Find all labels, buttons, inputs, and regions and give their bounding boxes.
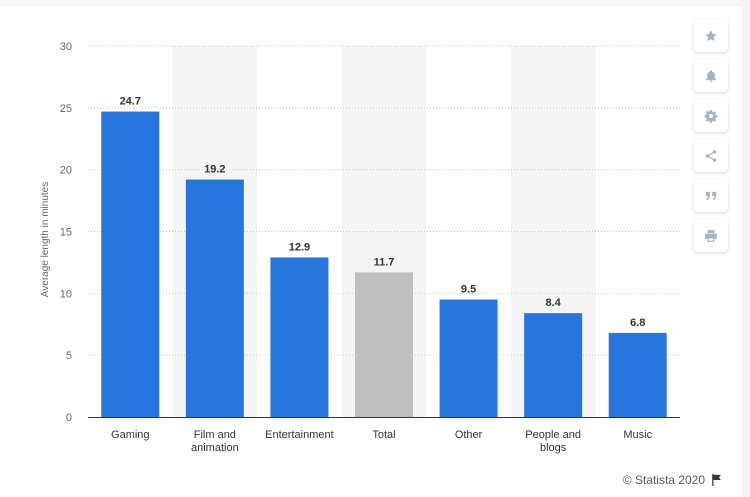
x-tick-label: Entertainment (265, 429, 333, 441)
bar[interactable] (185, 179, 244, 417)
value-label: 9.5 (461, 284, 476, 296)
notification-button[interactable] (694, 60, 728, 92)
value-labels: 24.7 19.2 12.9 11.7 9.5 8.4 6.8 (120, 96, 646, 329)
bar[interactable] (524, 313, 583, 417)
x-tick-label: Film and animation (191, 429, 239, 454)
quote-icon (705, 191, 717, 201)
side-toolbar (694, 20, 728, 260)
y-tick-label: 0 (66, 412, 72, 424)
bell-icon (706, 70, 716, 82)
y-tick-label: 15 (60, 227, 72, 239)
x-tick-label: Gaming (111, 429, 150, 441)
y-tick-label: 10 (60, 288, 72, 300)
share-button[interactable] (694, 140, 728, 172)
settings-button[interactable] (694, 100, 728, 132)
x-axis-labels: Gaming Film and animation Entertainment Tota… (111, 429, 653, 454)
bar[interactable] (355, 272, 413, 417)
y-tick-label: 30 (60, 41, 72, 53)
print-button[interactable] (694, 220, 728, 252)
y-axis-title: Average length in minutes (40, 182, 51, 297)
credit-text: © Statista 2020 (622, 473, 705, 487)
star-icon (705, 30, 717, 42)
value-label: 19.2 (204, 164, 225, 176)
x-tick-label: Other (455, 429, 483, 441)
source-credit[interactable]: © Statista 2020 (623, 473, 722, 487)
favorite-button[interactable] (694, 20, 728, 52)
bar[interactable] (439, 299, 498, 417)
bar-chart: 0 5 10 15 20 25 30 24.7 19.2 12.9 11.7 9.5 8.4 6.8 G… (40, 41, 680, 454)
print-icon (705, 230, 717, 242)
bars (101, 111, 667, 417)
gear-icon (704, 110, 718, 123)
value-label: 8.4 (545, 297, 561, 309)
y-tick-label: 25 (60, 103, 72, 115)
value-label: 6.8 (630, 317, 645, 329)
share-icon (705, 150, 717, 162)
x-tick-label: Total (372, 429, 395, 441)
value-label: 11.7 (374, 256, 395, 268)
value-label: 12.9 (289, 241, 310, 253)
x-tick-label: Music (623, 429, 652, 441)
flag-icon (712, 474, 721, 486)
y-tick-label: 5 (66, 350, 72, 362)
x-tick-label: People and blogs (525, 429, 581, 454)
bar[interactable] (270, 257, 329, 417)
bar[interactable] (101, 111, 160, 417)
cite-button[interactable] (694, 180, 728, 212)
value-label: 24.7 (120, 96, 141, 108)
y-tick-label: 20 (60, 165, 72, 177)
bar[interactable] (608, 332, 667, 417)
y-axis-ticks: 0 5 10 15 20 25 30 (60, 41, 72, 424)
chart-card: 0 5 10 15 20 25 30 24.7 19.2 12.9 11.7 9.5 8.4 6.8 G… (0, 6, 742, 497)
